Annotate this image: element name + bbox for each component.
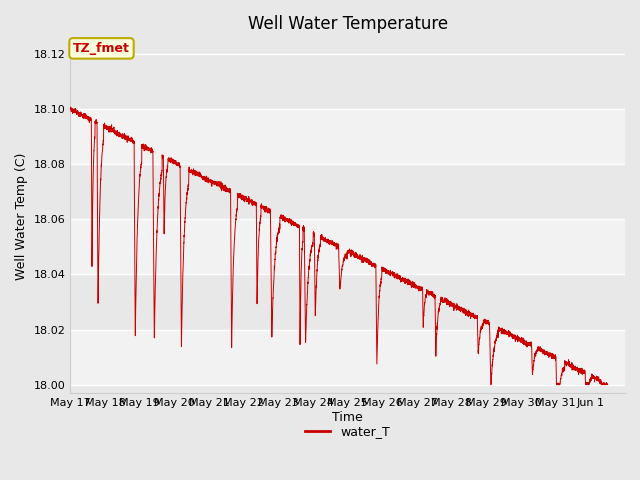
Y-axis label: Well Water Temp (C): Well Water Temp (C) (15, 153, 28, 280)
Text: TZ_fmet: TZ_fmet (73, 42, 130, 55)
Bar (70, 164, 625, 219)
Title: Well Water Temperature: Well Water Temperature (248, 15, 448, 33)
Bar (70, 109, 625, 164)
X-axis label: Time: Time (332, 410, 363, 423)
Bar (70, 219, 625, 275)
Bar (70, 329, 625, 384)
Bar (70, 54, 625, 109)
Legend: water_T: water_T (300, 420, 395, 443)
Bar (70, 275, 625, 329)
